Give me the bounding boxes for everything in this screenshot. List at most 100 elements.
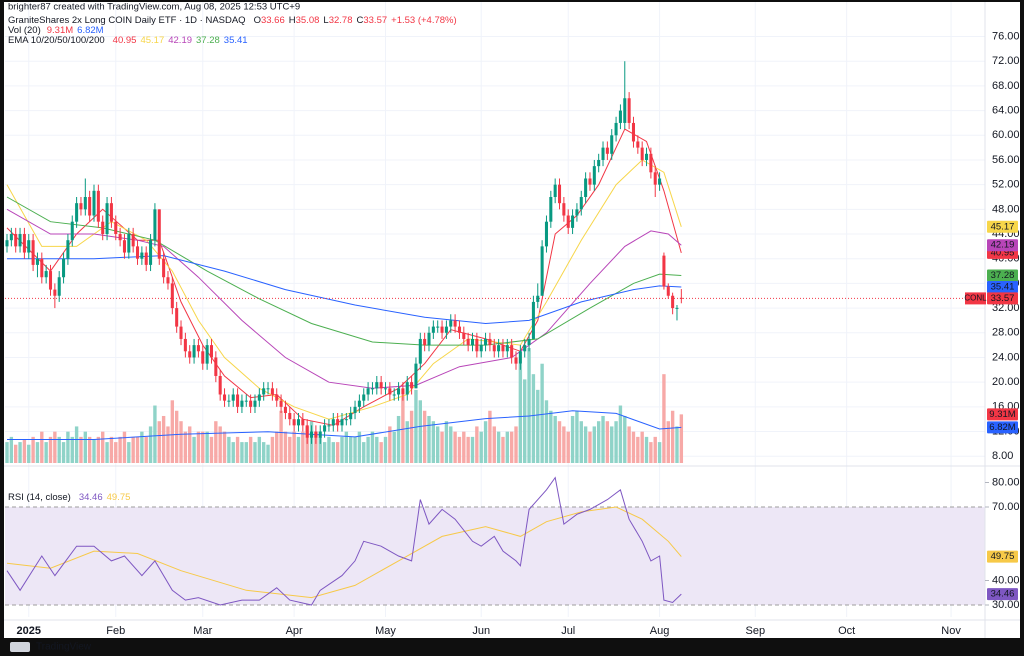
y-tick-label: 28.00: [992, 327, 1020, 339]
volume-bar: [140, 431, 144, 463]
x-tick-label: Aug: [650, 625, 670, 637]
volume-bar: [596, 421, 601, 463]
candle-body: [353, 406, 357, 414]
candle-body: [149, 240, 153, 265]
rsi-value: 34.46: [79, 492, 103, 503]
ohlc-value: 32.78: [329, 15, 353, 26]
price-badge: [987, 421, 1018, 434]
volume-bar: [66, 431, 70, 463]
candle-body: [414, 363, 418, 389]
candle-body: [436, 326, 440, 328]
rsi-ma-line: [6, 506, 682, 599]
candle-body: [318, 431, 322, 438]
volume-bar: [188, 426, 192, 463]
price-badge-label: 37.28: [991, 270, 1015, 281]
layer: [5, 2, 985, 617]
ohlc-value: 35.08: [296, 15, 320, 26]
volume-bar: [431, 421, 436, 463]
volume-bar: [283, 431, 288, 463]
volume-bar: [605, 421, 610, 463]
candle-body: [492, 345, 496, 352]
volume-bar: [462, 431, 466, 463]
price-badge-label: 40.95: [991, 247, 1015, 258]
volume-bar: [92, 439, 96, 463]
candle-body: [575, 209, 579, 216]
volume-bar: [675, 426, 679, 463]
volume-bar: [335, 442, 340, 463]
volume-bar: [670, 410, 675, 463]
y-tick-label: 24.00: [992, 351, 1020, 363]
candle-body: [514, 357, 518, 364]
y-tick-label: 52.00: [992, 179, 1020, 191]
volume-bar: [70, 436, 74, 463]
volume-bar: [614, 421, 618, 463]
candle-body: [96, 190, 100, 222]
candle-body: [549, 197, 553, 222]
candle-body: [457, 326, 461, 333]
candle-body: [270, 388, 274, 395]
candle-body: [162, 258, 166, 278]
rsi-line: [6, 476, 682, 606]
candle-body: [57, 277, 61, 296]
volume-bar: [61, 442, 66, 463]
candle-body: [618, 110, 622, 123]
volume-bar: [266, 444, 270, 463]
price-badge-label: 33.57: [991, 293, 1015, 304]
legend-main: GraniteShares 2x Long COIN Daily ETF · 1…: [8, 15, 457, 26]
candle-body: [279, 400, 283, 407]
volume-value: 9.31M: [47, 25, 73, 36]
ema-value: 42.19: [168, 35, 192, 46]
candle-body: [288, 413, 292, 420]
candle-body: [392, 394, 396, 396]
candle-body: [109, 203, 113, 222]
volume-bar: [196, 431, 201, 463]
volume-bar: [479, 431, 483, 463]
candle-body: [527, 338, 531, 346]
candle-body: [92, 190, 96, 216]
volume-bar: [575, 410, 579, 463]
candle-body: [66, 240, 70, 259]
volume-bar: [261, 442, 266, 463]
y-tick-label: 48.00: [992, 203, 1020, 215]
candle-body: [135, 246, 140, 259]
volume-bar: [275, 431, 279, 463]
candle-body: [179, 326, 183, 339]
volume-bar: [231, 442, 235, 463]
price-badge-label: 49.75: [991, 551, 1015, 562]
candle-body: [397, 388, 401, 395]
volume-bar: [531, 374, 536, 463]
candle-body: [183, 338, 187, 352]
candle-body: [557, 184, 562, 204]
candle-body: [601, 147, 605, 160]
volume-bar: [427, 415, 431, 463]
candle-body: [296, 419, 301, 426]
candle-body: [479, 345, 483, 352]
volume-bar: [122, 431, 127, 463]
y-tick-label: 20.00: [992, 376, 1020, 388]
rsi-name: RSI (14, close): [8, 492, 71, 503]
candle-body: [497, 345, 501, 352]
candle-body: [231, 394, 235, 401]
candle-body: [362, 394, 366, 401]
volume-bar: [483, 421, 488, 463]
candle-body: [53, 289, 57, 296]
candle-body: [571, 215, 575, 228]
volume-bar: [362, 442, 366, 463]
volume-bar: [318, 436, 322, 463]
candle-body: [262, 388, 266, 395]
candle-body: [623, 98, 627, 123]
legend-ema: EMA 10/20/50/100/200 40.95 45.17 42.19 37.28…: [8, 35, 248, 46]
candle-body: [44, 271, 48, 278]
candle-body: [336, 419, 340, 426]
candle-body: [14, 234, 18, 247]
candle-body: [357, 400, 361, 407]
volume-bar: [127, 442, 131, 463]
candle-body: [62, 258, 66, 278]
rsi-band: [5, 506, 985, 605]
candle-body: [510, 345, 514, 358]
candle-body: [205, 345, 209, 364]
volume-bar: [396, 415, 401, 463]
candle-body: [79, 203, 83, 210]
volume-bar: [270, 436, 275, 463]
volume-bar: [422, 410, 427, 463]
